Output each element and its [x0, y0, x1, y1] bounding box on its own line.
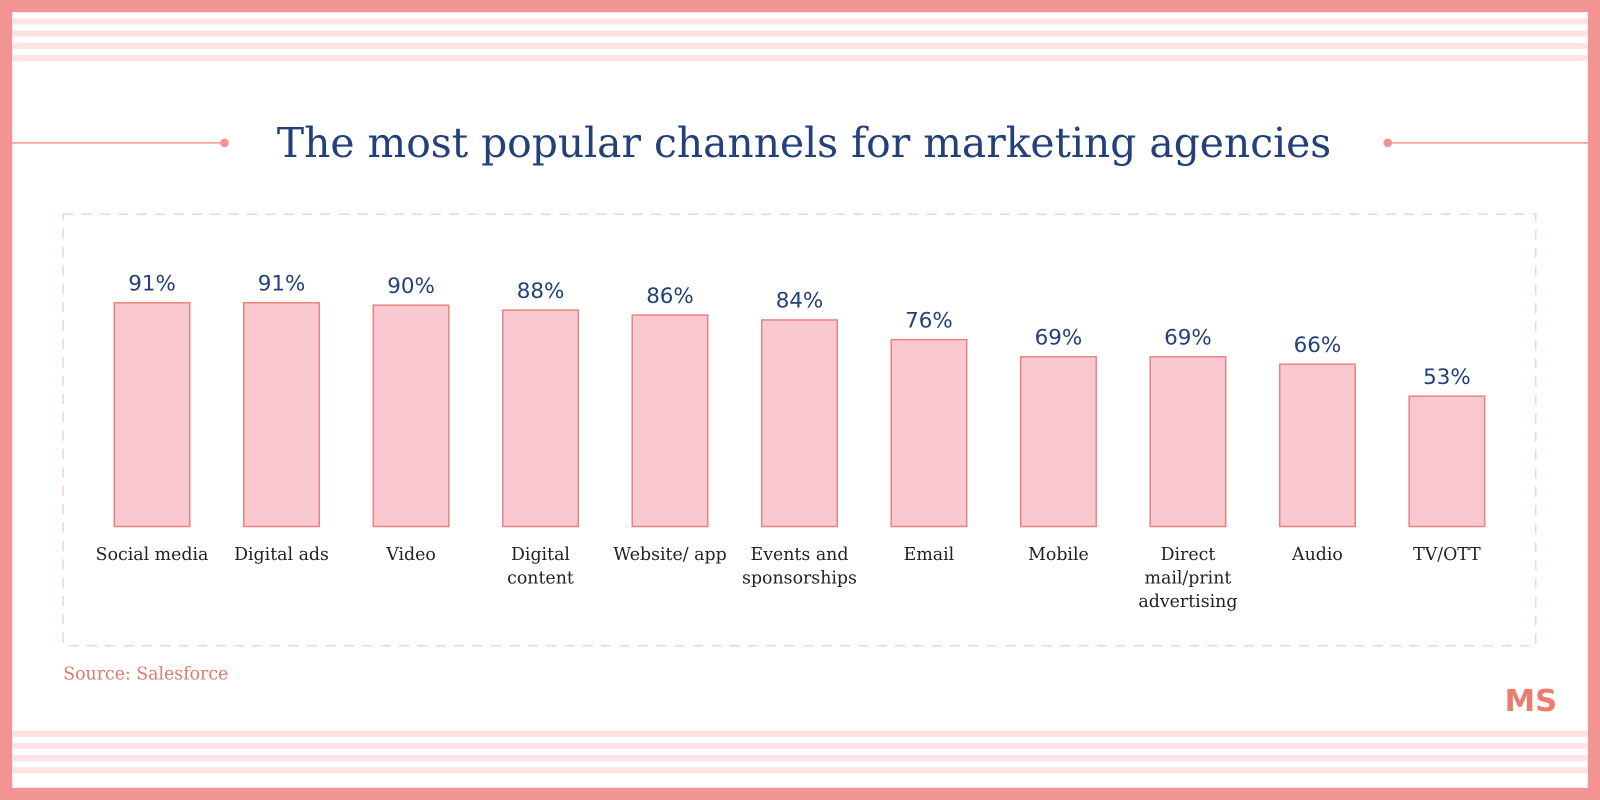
- x-label-box: Events and sponsorships: [742, 544, 857, 589]
- value-label: 91%: [128, 272, 176, 297]
- logo: MS: [1505, 684, 1558, 719]
- bar: [631, 314, 709, 528]
- bar: [372, 304, 450, 528]
- plot-frame: [62, 213, 1537, 647]
- x-label-box: Mobile: [1028, 544, 1089, 566]
- x-tick-label: Direct mail/print advertising: [1138, 544, 1238, 613]
- source: Source: Salesforce: [63, 665, 228, 685]
- value-label: 90%: [387, 274, 435, 299]
- x-tick-label: Digital ads: [234, 544, 329, 566]
- x-tick-label: Email: [903, 544, 955, 566]
- bar: [1019, 356, 1097, 528]
- x-tick-label: Website/ app: [613, 544, 727, 566]
- bar: [760, 319, 839, 528]
- value-label: 69%: [1164, 326, 1212, 351]
- value-label: 88%: [517, 279, 565, 304]
- value-label: 69%: [1035, 326, 1083, 351]
- x-tick-label: Video: [386, 544, 436, 566]
- chart-title: The most popular channels for marketing …: [277, 119, 1331, 167]
- value-label: 53%: [1423, 365, 1471, 390]
- bar: [1278, 363, 1356, 528]
- x-label-box: Website/ app: [613, 544, 727, 566]
- x-label-box: Direct mail/print advertising: [1138, 544, 1238, 613]
- value-label: 76%: [905, 308, 953, 333]
- x-tick-label: Events and sponsorships: [742, 544, 857, 589]
- x-tick-label: TV/OTT: [1413, 544, 1481, 566]
- value-label: 86%: [646, 284, 694, 309]
- x-tick-label: Digital content: [507, 544, 574, 589]
- x-label-box: Video: [386, 544, 436, 566]
- x-tick-label: Social media: [95, 544, 209, 566]
- bar: [243, 301, 321, 528]
- x-label-box: Digital content: [507, 544, 574, 589]
- bar: [113, 301, 191, 528]
- value-label: 66%: [1294, 333, 1342, 358]
- bar: [1408, 395, 1486, 528]
- x-label-box: Social media: [95, 544, 209, 566]
- stripes: [12, 18, 1588, 774]
- x-label-box: Digital ads: [234, 544, 329, 566]
- bar: [501, 309, 580, 528]
- value-label: 84%: [776, 289, 824, 314]
- bar: [890, 338, 968, 528]
- x-tick-label: Mobile: [1028, 544, 1089, 566]
- value-label: 91%: [258, 272, 306, 297]
- x-tick-label: Audio: [1292, 544, 1343, 566]
- x-label-box: Audio: [1292, 544, 1343, 566]
- bar: [1149, 356, 1227, 528]
- x-label-box: TV/OTT: [1413, 544, 1481, 566]
- x-label-box: Email: [903, 544, 955, 566]
- title-decoration: [12, 138, 1588, 148]
